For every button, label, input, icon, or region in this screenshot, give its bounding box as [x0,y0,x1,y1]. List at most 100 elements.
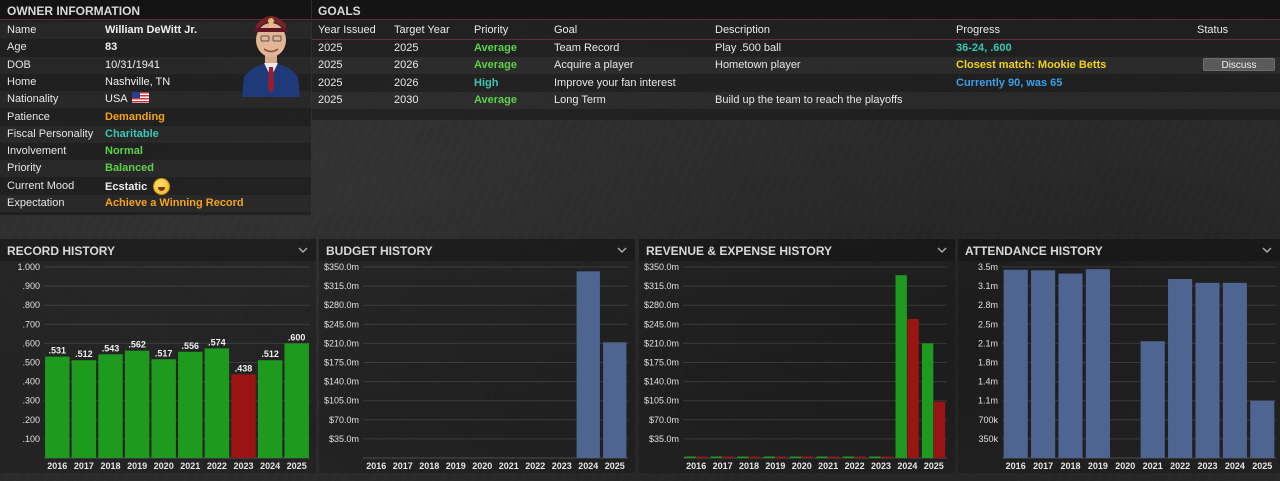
x-tick-label: 2016 [686,461,706,471]
goal-row[interactable]: 2025 2025 Average Team Record Play .500 ball… [312,40,1280,57]
owner-field-value-text: Nashville, TN [105,75,171,88]
x-tick-label: 2019 [127,461,147,471]
y-tick-label: 1.4m [978,377,998,387]
goal-row[interactable]: 2025 2030 Average Long Term Build up the tea… [312,91,1280,109]
owner-field-value-text: USA [105,93,128,106]
owner-field-label: Current Mood [7,179,75,192]
data-label: .517 [155,348,173,358]
owner-field-value-text: Balanced [105,162,154,175]
bar [684,456,696,458]
goal-row[interactable]: 2025 2026 High Improve your fan interest Cur… [312,75,1280,92]
bar [828,456,840,458]
owner-row-nationality: Nationality USA [0,91,311,109]
bar [576,271,600,458]
bar [1085,269,1110,458]
bar [151,359,176,458]
bar [921,343,934,458]
owner-field-label: Involvement [7,145,67,158]
goal-row[interactable]: 2025 2026 Average Acquire a player Hometown … [312,57,1280,75]
goals-header-status[interactable]: Status [1197,24,1229,36]
goal-target: 2030 [394,93,419,106]
owner-field-value-text: 10/31/1941 [105,58,161,71]
owner-field-value: 83 [105,39,117,56]
owner-field-value-text: 83 [105,41,118,54]
owner-field-label: Priority [7,162,42,175]
bar [45,356,70,458]
data-label: .512 [75,349,93,359]
goals-header-description[interactable]: Description [715,24,771,36]
chevron-down-icon[interactable] [937,245,947,255]
bar [775,456,787,458]
chevron-down-icon[interactable] [617,245,627,255]
bar [1140,341,1165,458]
owner-row-current-mood: Current Mood Ecstatic [0,177,311,196]
x-tick-label: 2023 [871,461,891,471]
x-tick-label: 2022 [207,461,227,471]
bar [204,348,230,458]
goal-priority: High [474,76,499,89]
owner-field-value: Normal [105,143,143,160]
goals-header-goal[interactable]: Goal [554,24,578,36]
y-tick-label: $175.0m [324,358,359,368]
y-tick-label: .100 [22,434,40,444]
y-tick-label: 2.8m [978,300,998,310]
x-tick-label: 2018 [419,461,439,471]
bar [1168,279,1193,458]
goal-description: Play .500 ball [715,42,782,54]
x-tick-label: 2016 [1006,461,1026,471]
bar [789,456,802,458]
bar [801,456,814,458]
goal-goal: Improve your fan interest [554,76,676,89]
goals-header-year-issued[interactable]: Year Issued [318,24,376,36]
attendance-history-plot: 350k 700k 1.1m 1.4m 1.8m 2.1m 2.5m 2.8m 3.1m 3.5m… [978,262,1276,471]
chart-title: REVENUE & EXPENSE HISTORY [639,239,955,261]
bar [869,456,881,458]
x-tick-label: 2023 [552,461,572,471]
owner-field-label: Expectation [7,197,65,209]
bar [1250,400,1275,458]
x-tick-label: 2021 [180,461,200,471]
x-tick-label: 2016 [366,461,386,471]
y-tick-label: $210.0m [324,338,359,348]
owner-field-value: Ecstatic [105,177,171,196]
goals-header-progress[interactable]: Progress [956,24,1001,36]
bar [98,354,123,458]
y-tick-label: .800 [22,300,40,310]
bar [71,360,97,458]
record-history-plot: .100 .200 .300 .400 .500 .600 .700 .800 .900 1.00… [17,262,310,471]
bar [737,456,749,458]
x-tick-label: 2020 [1115,461,1135,471]
owner-field-label: Fiscal Personality [7,127,94,140]
bar [881,456,893,458]
x-tick-label: 2019 [446,461,466,471]
goal-target: 2026 [394,59,419,72]
bar [1222,282,1247,458]
goals-header-priority[interactable]: Priority [474,24,509,36]
goals-header-divider [312,39,1280,40]
goal-priority: Average [474,93,518,106]
x-tick-label: 2022 [1170,461,1190,471]
goals-header-target-year[interactable]: Target Year [394,24,450,36]
y-tick-label: 350k [978,434,998,444]
owner-row-age: Age 83 [0,39,311,56]
x-tick-label: 2023 [233,461,253,471]
goal-issued: 2025 [318,93,343,106]
owner-field-value-text: Normal [105,145,143,158]
goal-description: Build up the team to reach the playoffs [715,93,903,106]
owner-field-value: USA [105,91,149,108]
y-tick-label: 3.1m [978,281,998,291]
bar [231,374,256,458]
x-tick-label: 2021 [1143,461,1163,471]
goal-target: 2025 [394,42,419,54]
y-tick-label: $315.0m [324,281,359,291]
goal-description: Hometown player [715,59,801,72]
goals-title: GOALS [312,0,1280,20]
x-tick-label: 2020 [154,461,174,471]
chevron-down-icon[interactable] [298,245,308,255]
discuss-button[interactable]: Discuss [1203,58,1275,72]
chevron-down-icon[interactable] [1262,245,1272,255]
x-tick-label: 2018 [739,461,759,471]
goal-priority: Average [474,59,518,72]
goal-priority: Average [474,42,518,54]
bar [749,456,761,458]
